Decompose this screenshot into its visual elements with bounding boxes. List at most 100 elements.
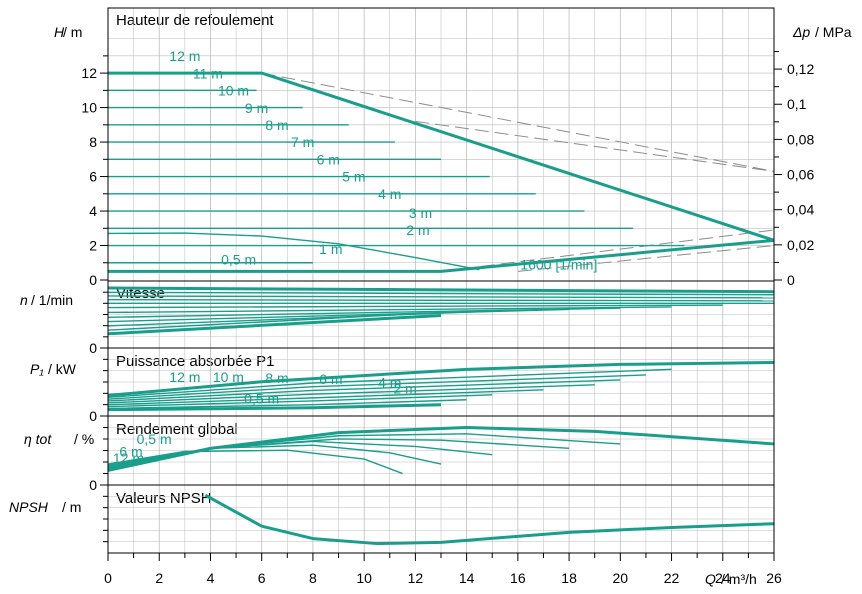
curve-label: 1600 [1/min] <box>520 257 597 273</box>
y-tick-label: 0 <box>89 272 97 288</box>
head-ylabel-var: H <box>54 24 65 40</box>
power-panel-labels: Puissance absorbée P1 P₁ / kW <box>30 353 274 377</box>
y2-tick-label: 0,02 <box>787 237 814 253</box>
curve-label: 11 m <box>193 65 223 81</box>
curve-power <box>107 403 442 412</box>
power-ylabel-unit: / kW <box>48 361 77 377</box>
npsh-panel-title: Valeurs NPSH <box>116 490 212 507</box>
efficiency-ylabel-unit: / % <box>74 431 94 447</box>
curve-label: 0,5 m <box>221 251 256 267</box>
curve-speed <box>107 311 442 331</box>
curve-label: 4 m <box>378 374 401 390</box>
x-tick-label: 6 <box>258 570 266 586</box>
y-tick-label: 4 <box>89 203 97 219</box>
y-tick-label: 0 <box>89 340 97 356</box>
pressure-ylabel-var: Δp <box>792 24 810 40</box>
curve-label: 0,5 m <box>137 431 172 447</box>
curve-speed <box>107 295 775 299</box>
x-tick-label: 14 <box>459 570 475 586</box>
npsh-ylabel-unit: / m <box>62 499 81 515</box>
y-tick-label: 8 <box>89 134 97 150</box>
curve-speed <box>107 286 775 294</box>
curve-label: 12 m <box>113 450 144 466</box>
x-axis-var: Q <box>705 571 716 587</box>
efficiency-panel-labels: Rendement global η tot / % <box>24 421 238 447</box>
y2-tick-label: 0 <box>787 272 795 288</box>
pressure-ylabel-unit: / MPa <box>815 24 852 40</box>
x-tick-label: 4 <box>207 570 215 586</box>
y2-tick-label: 0,04 <box>787 202 814 218</box>
npsh-panel-labels: Valeurs NPSH NPSH / m <box>9 490 212 515</box>
y-tick-label: 10 <box>81 100 97 116</box>
curve-label: 0,5 m <box>244 390 279 406</box>
curve-label: 4 m <box>378 186 401 202</box>
x-tick-label: 0 <box>104 570 112 586</box>
reference-curve <box>517 245 775 272</box>
speed-ylabel-var: n <box>20 292 28 308</box>
y-tick-label: 12 <box>81 65 97 81</box>
curve-power <box>107 379 621 402</box>
head-panel-labels: Hauteur de refoulement H / m Δp / MPa <box>54 12 852 40</box>
y-tick-label: 2 <box>89 238 97 254</box>
curve-efficiency <box>107 449 403 475</box>
curve-head <box>108 71 775 242</box>
curve-label: 10 m <box>213 369 244 385</box>
x-tick-label: 24 <box>715 570 731 586</box>
curve-label: 8 m <box>265 117 288 133</box>
curve-speed <box>107 291 775 296</box>
curve-power <box>107 389 544 406</box>
curve-head <box>107 232 480 271</box>
y2-tick-label: 0,12 <box>787 61 814 77</box>
curve-speed <box>107 304 723 309</box>
curve-label: 8 m <box>265 370 288 386</box>
x-tick-label: 12 <box>408 570 424 586</box>
curve-label: 6 m <box>317 151 340 167</box>
y-tick-label: 6 <box>89 169 97 185</box>
curve-label: 12 m <box>169 369 200 385</box>
y2-tick-label: 0,1 <box>787 96 807 112</box>
efficiency-ylabel-var: η tot <box>24 431 52 447</box>
head-panel-title: Hauteur de refoulement <box>116 12 274 29</box>
curve-power <box>107 374 646 400</box>
curve-power <box>107 361 775 397</box>
y2-tick-label: 0,06 <box>787 167 814 183</box>
x-tick-label: 10 <box>356 570 372 586</box>
curve-label: 5 m <box>342 169 365 185</box>
curve-label: 6 m <box>319 371 342 387</box>
curve-label: 9 m <box>245 100 268 116</box>
curve-speed <box>107 306 672 314</box>
reference-curve <box>415 120 775 172</box>
curve-label: 2 m <box>406 222 429 238</box>
curve-label: 3 m <box>409 205 432 221</box>
y-tick-label: 0 <box>89 408 97 424</box>
curve-efficiency <box>107 444 442 467</box>
x-tick-label: 8 <box>309 570 317 586</box>
y-tick-label: 0 <box>89 477 97 493</box>
curve-label: 7 m <box>291 134 314 150</box>
curve-label: 1 m <box>319 241 342 257</box>
curve-label: 6 m <box>119 444 142 460</box>
curve-label: 12 m <box>169 48 200 64</box>
curves-layer: 12 m11 m10 m9 m8 m7 m6 m5 m4 m3 m2 m1 m0… <box>107 48 775 546</box>
y2-tick-label: 0,08 <box>787 131 814 147</box>
curve-speed <box>107 314 442 336</box>
power-panel-title: Puissance absorbée P1 <box>116 353 274 370</box>
curve-head <box>108 238 775 273</box>
curve-npsh <box>204 493 263 528</box>
power-ylabel-var: P₁ <box>30 361 44 377</box>
curve-speed <box>107 298 775 302</box>
curve-label: 10 m <box>218 83 249 99</box>
x-tick-label: 2 <box>155 570 163 586</box>
x-tick-label: 22 <box>664 570 680 586</box>
x-axis-unit: / m³/h <box>721 571 757 587</box>
x-tick-label: 18 <box>561 570 577 586</box>
x-axis-label: Q / m³/h <box>705 571 757 587</box>
curve-npsh <box>261 522 775 546</box>
efficiency-panel-title: Rendement global <box>116 421 238 438</box>
head-ylabel-unit: / m <box>63 24 82 40</box>
x-tick-label: 16 <box>510 570 526 586</box>
curve-power <box>107 394 493 408</box>
reference-curve <box>261 72 775 172</box>
